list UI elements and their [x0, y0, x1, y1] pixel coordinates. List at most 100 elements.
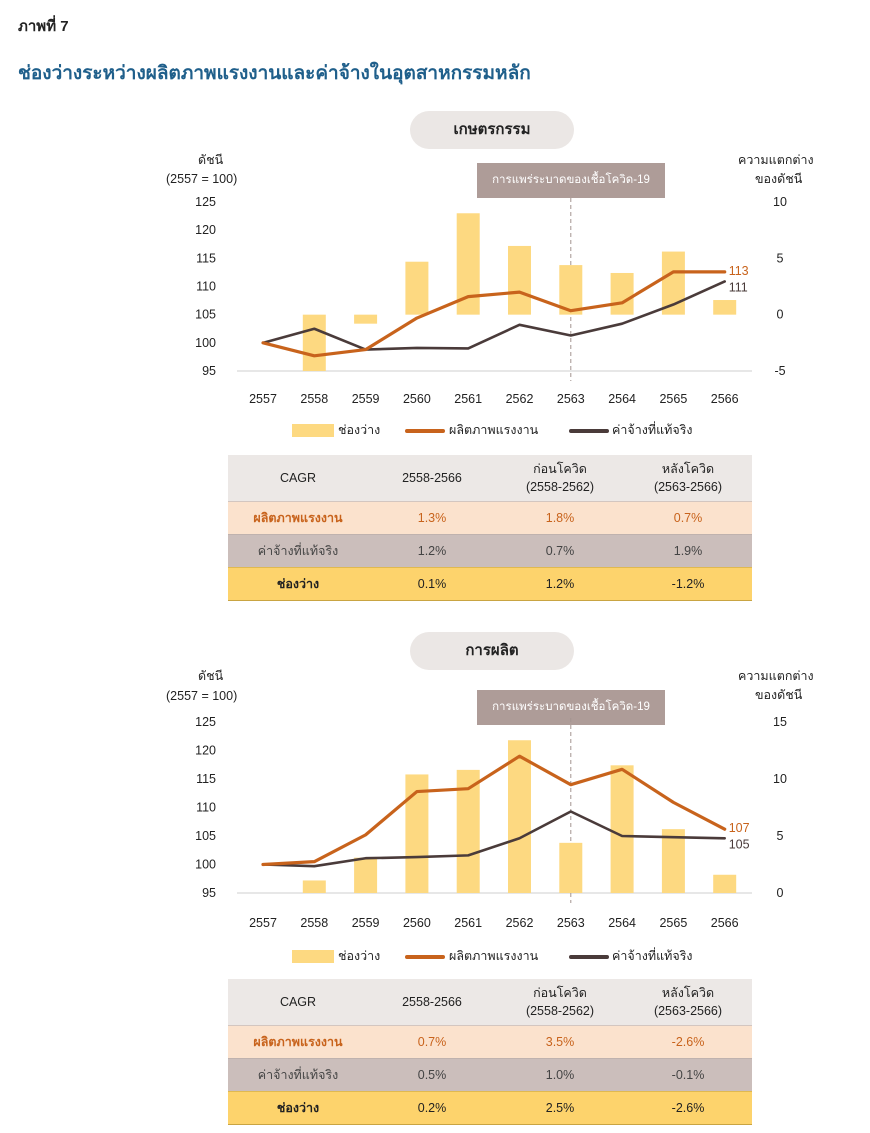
left-tick-label: 115: [196, 772, 216, 786]
cagr-header-post: หลังโควิด (2563-2566): [624, 455, 752, 502]
left-tick-label: 120: [195, 223, 216, 237]
chart-svg-agriculture: 95 100 105 110 115 120 125 -5 0 5 10 2557 2558 2559 25…: [195, 195, 787, 406]
left-tick-label: 95: [202, 364, 216, 378]
x-tick-label: 2566: [711, 392, 739, 406]
right-axis-title-line2: ของดัชนี: [755, 688, 803, 702]
left-axis-subtitle: (2557 = 100): [166, 172, 238, 186]
left-tick-label: 125: [195, 715, 216, 729]
cagr-header-pre-line1: ก่อนโควิด: [533, 986, 587, 1000]
gap-bar: [456, 769, 480, 893]
table-row: ช่องว่าง 0.1% 1.2% -1.2%: [228, 567, 752, 601]
right-axis-title-line1: ความแตกต่าง: [738, 669, 814, 683]
x-tick-label: 2559: [352, 392, 380, 406]
table-cell: 2.5%: [496, 1091, 624, 1125]
gap-bar: [559, 842, 583, 893]
row-label: ค่าจ้างที่แท้จริง: [228, 534, 368, 568]
legend-swatch-productivity: [405, 429, 445, 433]
table-cell: 0.7%: [496, 534, 624, 568]
cagr-header-full: 2558-2566: [368, 455, 496, 502]
gap-bar: [713, 874, 737, 893]
left-tick-label: 125: [195, 195, 216, 209]
legend-label-gap: ช่องว่าง: [338, 949, 381, 963]
left-tick-label: 95: [202, 886, 216, 900]
right-tick-label: 10: [773, 772, 787, 786]
row-label: ผลิตภาพแรงงาน: [228, 501, 368, 535]
gap-bar: [661, 251, 685, 315]
x-tick-label: 2563: [557, 916, 585, 930]
table-cell: -2.6%: [624, 1091, 752, 1125]
cagr-header-pre: ก่อนโควิด (2558-2562): [496, 979, 624, 1026]
x-tick-label: 2562: [506, 392, 534, 406]
table-row: ค่าจ้างที่แท้จริง 1.2% 0.7% 1.9%: [228, 534, 752, 568]
x-tick-label: 2561: [454, 916, 482, 930]
right-tick-label: 10: [773, 195, 787, 209]
x-tick-label: 2564: [608, 916, 636, 930]
table-row: ช่องว่าง 0.2% 2.5% -2.6%: [228, 1091, 752, 1125]
x-tick-label: 2564: [608, 392, 636, 406]
x-tick-label: 2562: [506, 916, 534, 930]
gap-bar: [508, 740, 531, 893]
gap-bar: [302, 880, 326, 893]
table-cell: 0.2%: [368, 1091, 496, 1125]
x-tick-label: 2558: [300, 392, 328, 406]
cagr-header-full: 2558-2566: [368, 979, 496, 1026]
gap-bar: [405, 261, 429, 315]
cagr-header-label: CAGR: [228, 979, 368, 1026]
gap-bar: [354, 314, 378, 324]
cagr-table: CAGR 2558-2566 ก่อนโควิด (2558-2562) หลัง…: [228, 455, 752, 601]
table-cell: 0.7%: [368, 1025, 496, 1059]
table-cell: 0.5%: [368, 1058, 496, 1092]
table-cell: 1.3%: [368, 501, 496, 535]
cagr-header-post: หลังโควิด (2563-2566): [624, 979, 752, 1026]
cagr-header-post-line1: หลังโควิด: [661, 986, 715, 1000]
table-row: ผลิตภาพแรงงาน 0.7% 3.5% -2.6%: [228, 1025, 752, 1059]
table-cell: 1.8%: [496, 501, 624, 535]
table-cell: 3.5%: [496, 1025, 624, 1059]
x-tick-label: 2565: [659, 916, 687, 930]
cagr-header-post-line1: หลังโควิด: [661, 462, 715, 476]
table-row: ผลิตภาพแรงงาน 1.3% 1.8% 0.7%: [228, 501, 752, 535]
right-axis-title-line2: ของดัชนี: [755, 172, 803, 186]
left-axis-subtitle: (2557 = 100): [166, 689, 238, 703]
row-label: ช่องว่าง: [228, 1091, 368, 1125]
gap-bar: [559, 265, 583, 315]
left-axis-title-line1: ดัชนี: [198, 153, 224, 167]
wage-line: [261, 810, 727, 868]
legend-label-gap: ช่องว่าง: [338, 423, 381, 437]
chart-title-pill: เกษตรกรรม: [410, 111, 574, 149]
cagr-header-pre: ก่อนโควิด (2558-2562): [496, 455, 624, 502]
table-cell: -2.6%: [624, 1025, 752, 1059]
chart-panel-agriculture: เกษตรกรรม ดัชนี (2557 = 100) ความแตกต่าง…: [166, 111, 814, 601]
left-axis-title-line1: ดัชนี: [198, 669, 224, 683]
left-tick-label: 110: [196, 801, 216, 815]
cagr-table: CAGR 2558-2566 ก่อนโควิด (2558-2562) หลัง…: [228, 979, 752, 1125]
gap-bar: [405, 774, 429, 893]
right-tick-label: 5: [777, 251, 784, 265]
legend-label-wage: ค่าจ้างที่แท้จริง: [612, 949, 693, 963]
wage-line: [261, 280, 727, 351]
cagr-table-header: CAGR 2558-2566 ก่อนโควิด (2558-2562) หลัง…: [228, 455, 752, 502]
productivity-line: [261, 754, 727, 867]
productivity-end-label: 107: [729, 821, 750, 835]
table-cell: 1.0%: [496, 1058, 624, 1092]
table-row: ค่าจ้างที่แท้จริง 0.5% 1.0% -0.1%: [228, 1058, 752, 1092]
gap-bar: [302, 314, 326, 371]
left-tick-label: 110: [196, 280, 216, 294]
wage-end-label: 105: [729, 837, 750, 851]
x-tick-label: 2566: [711, 916, 739, 930]
legend-swatch-gap: [292, 950, 334, 963]
legend-swatch-wage: [569, 429, 609, 433]
cagr-header-post-line2: (2563-2566): [653, 1004, 723, 1018]
cagr-header-pre-line1: ก่อนโควิด: [533, 462, 587, 476]
cagr-header-post-line2: (2563-2566): [653, 480, 723, 494]
figure-label: ภาพที่ 7: [18, 18, 69, 35]
table-cell: -1.2%: [624, 567, 752, 601]
cagr-header-pre-line2: (2558-2562): [525, 480, 595, 494]
productivity-line: [261, 270, 727, 358]
right-tick-label: -5: [774, 364, 785, 378]
x-tick-label: 2560: [403, 392, 431, 406]
gap-bar: [456, 213, 480, 315]
x-tick-label: 2561: [454, 392, 482, 406]
right-tick-label: 0: [777, 308, 784, 322]
